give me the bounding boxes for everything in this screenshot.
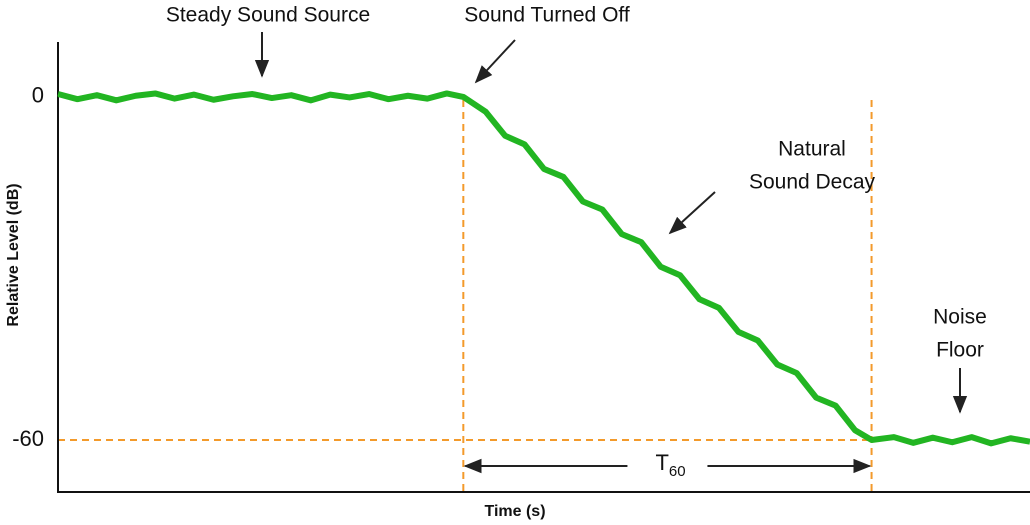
arrow bbox=[474, 39, 516, 84]
annotation: Sound Decay bbox=[749, 171, 876, 194]
x-axis-label: Time (s) bbox=[484, 503, 545, 520]
span-label: T60 bbox=[655, 450, 685, 480]
annotation: Sound Turned Off bbox=[464, 4, 630, 27]
annotation: Natural bbox=[778, 138, 846, 161]
span-label-sub: 60 bbox=[669, 463, 686, 480]
plot bbox=[57, 90, 1030, 447]
annotation: Floor bbox=[936, 339, 984, 362]
arrow bbox=[668, 191, 716, 235]
data-line bbox=[57, 90, 1030, 447]
y-tick-label: -60 bbox=[12, 426, 44, 451]
annotation: Noise bbox=[933, 306, 987, 329]
y-axis-label: Relative Level (dB) bbox=[5, 183, 22, 326]
span-label-main: T bbox=[655, 450, 668, 475]
y-tick-label: 0 bbox=[32, 83, 44, 108]
annotation: Steady Sound Source bbox=[166, 4, 370, 27]
reference-lines bbox=[58, 100, 873, 492]
